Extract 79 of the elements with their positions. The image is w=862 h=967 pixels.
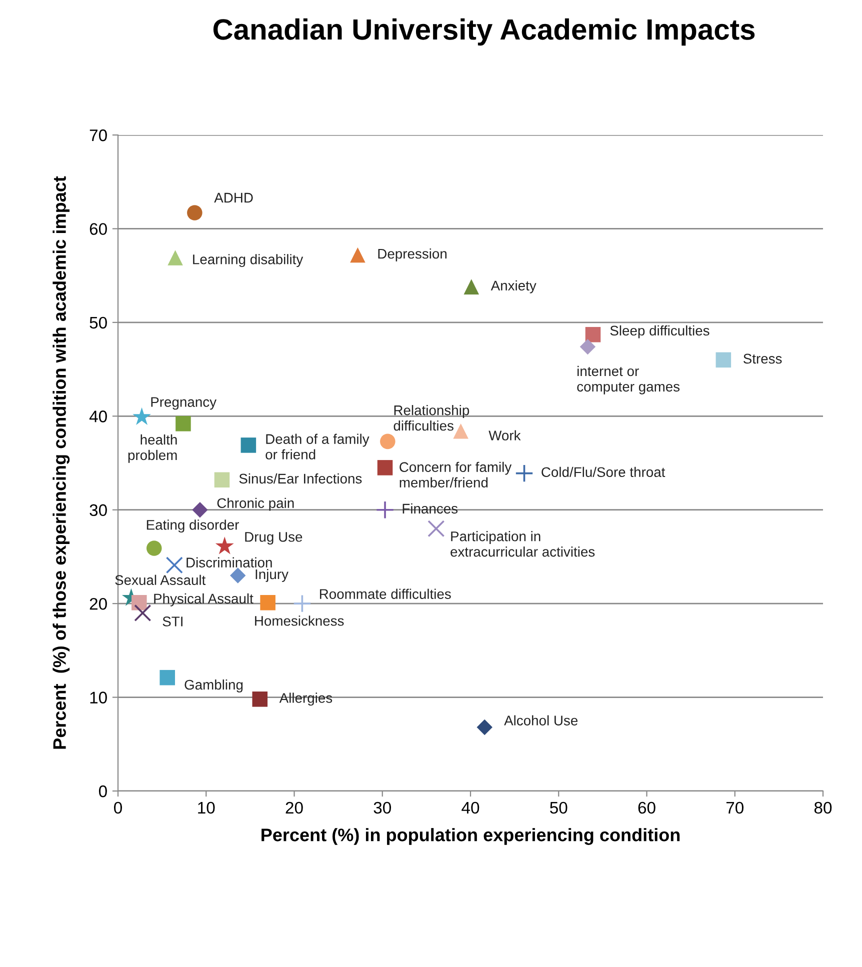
series-label: Eating disorder (146, 520, 239, 533)
y-tick-label: 0 (98, 785, 107, 798)
x-tick-label: 50 (550, 802, 568, 814)
x-tick-label: 0 (114, 802, 122, 814)
series-label: Roommate difficulties (320, 588, 451, 599)
series-label: Cold/Flu/Sore throat (542, 466, 666, 478)
x-axis-title: Percent (%) in population experiencing condition (262, 828, 680, 845)
y-tick-label: 10 (90, 692, 107, 704)
series-label: ADHD (214, 192, 253, 202)
series-label: Sinus/Ear Infections (239, 473, 362, 484)
series-label: Relationship difficulties (394, 405, 470, 431)
series-label: Participation in extracurricular activities (450, 531, 595, 557)
series-label: Discrimination (186, 557, 272, 568)
x-tick-label: 40 (462, 802, 480, 814)
series-label: health problem (128, 434, 177, 463)
point (166, 556, 183, 574)
point (240, 438, 256, 453)
y-tick-label: 50 (90, 316, 107, 329)
x-tick-label: 60 (638, 802, 656, 814)
point (380, 434, 396, 450)
point (716, 352, 732, 368)
series-label: Drug Use (245, 532, 302, 545)
y-tick-label: 60 (90, 223, 107, 235)
series-label: STI (162, 616, 182, 626)
point (292, 594, 312, 613)
series-label: Depression (378, 248, 446, 262)
x-tick-label: 20 (286, 802, 303, 814)
series-label: Finances (402, 503, 458, 514)
point (428, 520, 445, 538)
point (230, 568, 246, 584)
x-tick-label: 70 (726, 802, 744, 814)
series-label: Death of a family or friend (266, 434, 370, 460)
point (192, 502, 208, 518)
x-tick-label: 30 (374, 802, 391, 814)
point (585, 326, 601, 342)
x-tick-label: 80 (814, 802, 832, 814)
y-tick-label: 20 (90, 598, 107, 610)
series-label: Work (488, 430, 521, 440)
point (252, 692, 268, 707)
chart-title: Canadian University Academic Impacts (213, 18, 755, 46)
series-label: Pregnancy (151, 397, 216, 410)
series-label: Sexual Assault (115, 574, 206, 586)
point (464, 279, 480, 294)
point (476, 719, 492, 736)
point (132, 594, 147, 610)
series-label: Gambling (184, 679, 243, 692)
point (215, 536, 234, 554)
series-label: Chronic pain (217, 498, 294, 511)
y-tick-label: 30 (90, 504, 107, 516)
series-label: Allergies (279, 692, 332, 706)
series-label: Sleep difficulties (610, 325, 710, 338)
point (214, 472, 230, 488)
point (168, 250, 183, 266)
point (376, 500, 394, 520)
series-label: Physical Assault (154, 593, 254, 606)
series-label: Anxiety (490, 280, 536, 294)
series-label: Concern for family member/friend (400, 462, 512, 488)
point (160, 670, 175, 686)
point (187, 205, 202, 220)
series-label: Stress (743, 354, 782, 364)
series-label: Alcohol Use (504, 715, 578, 726)
point (260, 594, 276, 610)
point (515, 464, 534, 483)
point (453, 424, 468, 439)
series-label: Learning disability (193, 254, 304, 268)
series-label: Injury (256, 568, 288, 582)
point (350, 247, 366, 263)
point (580, 338, 596, 355)
point (132, 407, 152, 425)
x-tick-label: 10 (198, 802, 215, 814)
y-tick-label: 70 (90, 129, 107, 142)
y-tick-label: 40 (89, 410, 107, 422)
point (377, 460, 393, 476)
series-label: Homesickness (255, 616, 344, 626)
point (134, 604, 152, 622)
point (146, 540, 162, 556)
y-axis-title: Percent (%) of those experiencing condition with academic impact (52, 176, 70, 749)
series-label: internet or computer games (577, 366, 680, 394)
point (176, 416, 191, 432)
